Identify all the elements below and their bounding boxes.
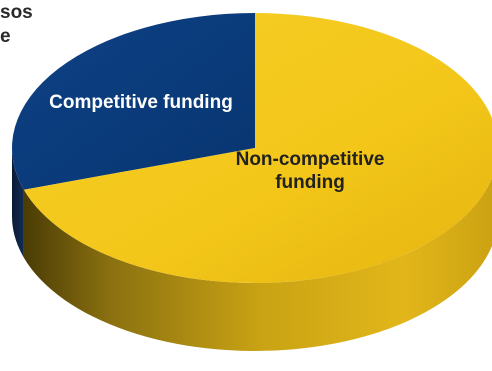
- pie-side-competitive-funding: [12, 148, 24, 258]
- title-fragment-1: sos: [0, 2, 33, 23]
- title-fragment-2: e: [0, 26, 11, 47]
- pie-side-non-competitive-funding: [23, 177, 492, 351]
- slice-label-non-competitive-funding: Non-competitive funding: [236, 149, 385, 193]
- pie-slice-competitive-funding: [11, 13, 255, 190]
- pie-slice-non-competitive-funding: [23, 13, 492, 283]
- slice-label-competitive-funding: Competitive funding: [49, 92, 233, 113]
